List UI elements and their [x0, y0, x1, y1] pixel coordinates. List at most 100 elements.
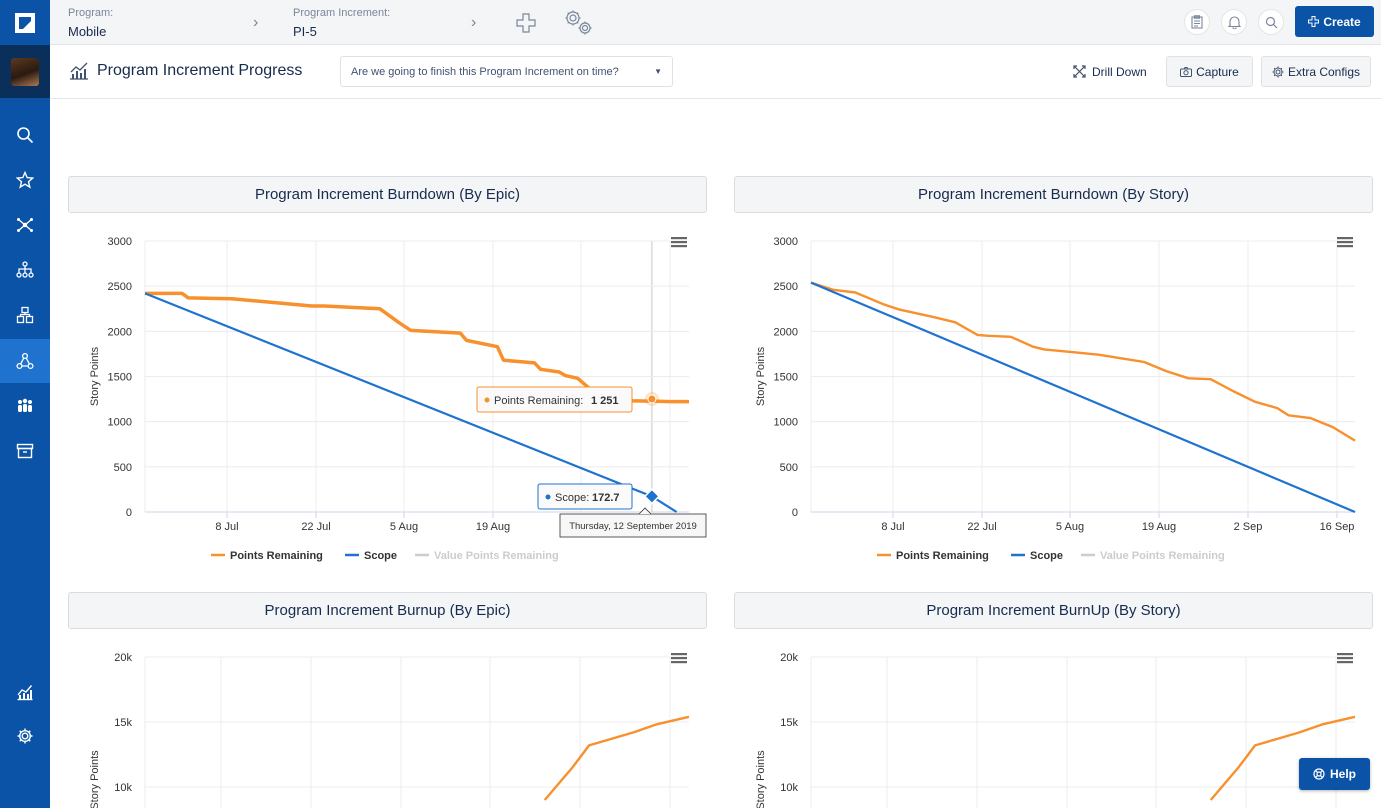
scope-marker [643, 488, 661, 505]
menu-icon [1337, 653, 1353, 664]
y-tick-label: 1000 [774, 417, 798, 429]
chart-title-burndown-epic: Program Increment Burndown (By Epic) [68, 176, 707, 213]
menu-icon-bar [671, 245, 687, 248]
menu-icon-bar [671, 241, 687, 244]
extra-configs-label: Extra Configs [1287, 64, 1361, 79]
program-icon [16, 352, 34, 370]
menu-icon-bar [1337, 241, 1353, 244]
y-tick-label: 2500 [774, 281, 798, 293]
caret-down-icon: ▼ [654, 67, 662, 76]
points-tooltip-dot [484, 397, 490, 403]
menu-icon-bar [1337, 653, 1353, 656]
add-icon[interactable] [516, 13, 536, 38]
date-tooltip-box [559, 513, 707, 538]
points-tooltip-label: Points Remaining: [494, 395, 583, 407]
y-axis-label: Story Points [89, 750, 101, 808]
help-label: Help [1329, 767, 1356, 781]
sidebar-report-icon[interactable] [0, 670, 50, 714]
y-tick-label: 20k [114, 652, 132, 664]
menu-icon-bar [1337, 245, 1353, 248]
notifications-button[interactable] [1221, 9, 1247, 35]
extra-configs-button[interactable]: Extra Configs [1261, 56, 1371, 87]
drill-down-icon [1073, 65, 1086, 78]
date-tooltip-label: Thursday, 12 September 2019 [569, 521, 697, 532]
menu-icon [671, 653, 687, 664]
capture-button[interactable]: Capture [1166, 56, 1253, 87]
y-tick-label: 15k [780, 717, 798, 729]
y-tick-label: 1500 [108, 372, 132, 384]
points-remaining-line [543, 715, 690, 801]
menu-icon [1337, 237, 1353, 248]
sidebar-archive-icon[interactable] [0, 429, 50, 473]
menu-icon [671, 237, 687, 248]
question-dropdown[interactable]: Are we going to finish this Program Incr… [340, 56, 673, 87]
x-tick-label: 8 Jul [215, 521, 238, 533]
sidebar-settings-icon[interactable] [0, 714, 50, 758]
increment-selector[interactable]: Program Increment: PI-5 [293, 7, 390, 39]
program-label: Program: [68, 7, 114, 19]
y-tick-label: 2000 [108, 326, 132, 338]
points-tooltip-value: 1 251 [591, 395, 619, 407]
y-tick-label: 2500 [108, 281, 132, 293]
y-tick-label: 20k [780, 652, 798, 664]
legend-item: Points Remaining [230, 550, 323, 562]
sidebar-team-icon[interactable] [0, 384, 50, 428]
sidebar-program-icon[interactable] [0, 339, 50, 383]
y-tick-label: 3000 [108, 236, 132, 248]
date-tooltip-pointer [638, 507, 652, 515]
search-button[interactable] [1258, 9, 1284, 35]
menu-icon-bar [1337, 237, 1353, 240]
sidebar-hierarchy-icon[interactable] [0, 248, 50, 292]
create-label: Create [1323, 14, 1361, 29]
y-tick-label: 0 [126, 507, 132, 519]
y-axis-label: Story Points [89, 346, 101, 406]
increment-value: PI-5 [293, 24, 317, 39]
x-tick-label: 5 Aug [1056, 521, 1084, 533]
drill-down-label: Drill Down [1092, 64, 1147, 79]
app-logo[interactable] [0, 0, 50, 45]
gear-icon [17, 728, 33, 744]
scope-tooltip-dot [545, 494, 551, 500]
archive-icon [16, 443, 34, 459]
menu-icon-bar [671, 661, 687, 664]
chart-burndown-story: 0 500 1000 1500 2000 2500 3000 8 Jul 22 Jul 5 Aug… [755, 236, 1356, 562]
search-icon [1265, 16, 1277, 28]
report-icon [17, 685, 33, 701]
clipboard-button[interactable] [1184, 9, 1210, 35]
x-tick-label: 19 Aug [476, 521, 510, 533]
scope-tooltip-box [537, 483, 633, 510]
settings-gears-icon[interactable] [563, 9, 595, 42]
create-button[interactable]: Create [1295, 6, 1374, 37]
menu-icon-bar [671, 657, 687, 660]
program-selector[interactable]: Program: Mobile [68, 7, 113, 39]
avatar [11, 57, 39, 86]
y-axis-label: Story Points [755, 346, 767, 406]
y-tick-label: 1500 [774, 372, 798, 384]
increment-label: Program Increment: [293, 7, 391, 19]
y-tick-label: 2000 [774, 326, 798, 338]
scope-tooltip-label: Scope: [555, 492, 589, 504]
help-button[interactable]: Help [1299, 758, 1370, 790]
search-icon [17, 127, 34, 144]
user-avatar[interactable] [0, 45, 50, 98]
page-header: Program Increment Progress Are we going … [50, 45, 1381, 99]
drill-down-button[interactable]: Drill Down [1073, 56, 1147, 87]
menu-icon-bar [1337, 657, 1353, 660]
lifebuoy-icon [1313, 768, 1325, 780]
capture-label: Capture [1196, 64, 1239, 79]
chart-burnup-story: 10k 15k 20k Story Points [755, 652, 1356, 808]
chart-burnup-epic: 10k 15k 20k Story Points [89, 652, 690, 808]
sidebar-boxes-icon[interactable] [0, 293, 50, 337]
scope-tooltip-value: 172.7 [592, 492, 620, 504]
chart-title-burnup-epic: Program Increment Burnup (By Epic) [68, 592, 707, 629]
y-tick-label: 1000 [108, 417, 132, 429]
sidebar-favorites-icon[interactable] [0, 158, 50, 202]
x-tick-label: 22 Jul [967, 521, 996, 533]
sidebar-search-icon[interactable] [0, 113, 50, 157]
chart-icon [69, 60, 89, 85]
chart-title-burnup-story: Program Increment BurnUp (By Story) [734, 592, 1373, 629]
program-value: Mobile [68, 24, 107, 39]
sidebar-network-icon[interactable] [0, 203, 50, 247]
legend-item: Scope [364, 550, 397, 562]
points-marker [647, 394, 657, 404]
